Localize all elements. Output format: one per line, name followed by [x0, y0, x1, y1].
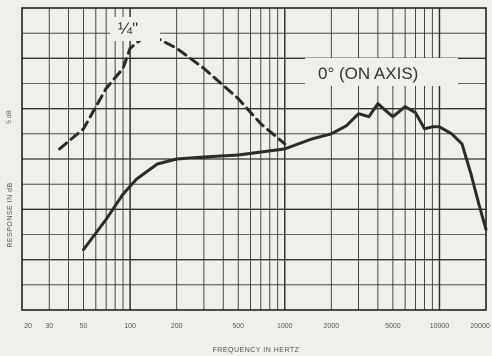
series-line-on-axis — [82, 102, 488, 252]
series-label-on-axis: 0° (ON AXIS) — [318, 64, 418, 83]
plot-frame — [21, 7, 487, 311]
chart-grid — [22, 8, 486, 310]
x-axis-title: FREQUENCY IN HERTZ — [213, 347, 300, 354]
x-tick-label: 5000 — [385, 323, 401, 330]
x-tick-label: 1000 — [277, 323, 293, 330]
y-axis-title: RESPONSE IN dB — [7, 182, 14, 247]
x-tick-label: 20000 — [470, 323, 490, 330]
on-axis-label-background — [305, 58, 458, 86]
series-line-quarter-inch — [58, 36, 287, 151]
labels-layer: 0° (ON AXIS) ¼" — [110, 17, 458, 86]
x-tick-label: 200 — [171, 323, 183, 330]
x-tick-label: 10000 — [430, 323, 450, 330]
x-tick-labels: 20 30 50 100 200 500 1000 2000 5000 10000 20000 — [24, 323, 490, 330]
x-tick-label: 500 — [232, 323, 244, 330]
series-label-quarter-inch: ¼" — [118, 19, 138, 38]
series-layer — [58, 36, 488, 252]
quarter-label-background — [110, 17, 160, 41]
x-tick-label: 30 — [45, 323, 53, 330]
x-tick-label: 2000 — [324, 323, 340, 330]
x-tick-label: 50 — [80, 323, 88, 330]
x-tick-label: 20 — [24, 323, 32, 330]
y-scale-label: 5 dB — [6, 110, 13, 123]
x-tick-label: 100 — [124, 323, 136, 330]
